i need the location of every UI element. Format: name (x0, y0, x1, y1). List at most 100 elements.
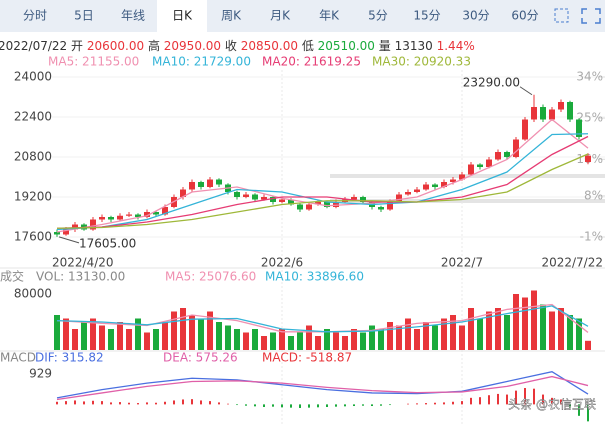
macd-bar (317, 404, 319, 408)
macd-line (56, 370, 589, 399)
tab[interactable]: 15分 (413, 9, 440, 23)
candle-body (117, 215, 123, 220)
macd-bar (218, 402, 220, 405)
macd-bar (137, 403, 139, 405)
volume-bar (54, 315, 60, 350)
candle-body (522, 119, 528, 140)
candle-body (450, 179, 456, 182)
macd-line (56, 375, 589, 401)
macd-bar (515, 390, 517, 405)
macd-bar (173, 400, 175, 405)
candle-body (144, 212, 150, 217)
volume-bar (162, 322, 168, 350)
candle-body (243, 194, 249, 197)
candle-body (270, 197, 276, 202)
macd-bar (416, 403, 418, 405)
y2-tick-label: 8% (584, 188, 603, 202)
y-tick-label: 19200 (14, 190, 52, 204)
volume-bar (306, 325, 312, 350)
tab[interactable]: 年K (319, 9, 340, 23)
icon-expand[interactable] (554, 8, 569, 23)
volume-bar (63, 318, 69, 350)
macd-bar (461, 401, 463, 405)
quote-date: 2022/07/22 (0, 39, 67, 53)
macd-bar (191, 399, 193, 405)
x-tick-label: 2022/7 (441, 256, 483, 270)
volume-bar (504, 315, 510, 350)
tab[interactable]: 5分 (368, 9, 388, 23)
volume-bar (189, 315, 195, 350)
volume-bar (513, 294, 519, 350)
tab[interactable]: 周K (221, 9, 242, 23)
tab[interactable]: 月K (270, 9, 291, 23)
volume-bar (72, 329, 78, 350)
vol-tick-label: 80000 (14, 287, 52, 301)
y2-tick-label: -1% (580, 230, 603, 244)
volume-bar (522, 297, 528, 350)
macd-tick-label: 929 (29, 367, 52, 381)
volume-bar (198, 318, 204, 350)
quote-value: 20510.00 (318, 39, 375, 53)
volume-bar (90, 318, 96, 350)
macd-bar (380, 404, 382, 406)
macd-bar (326, 404, 328, 407)
macd-bar (308, 404, 310, 408)
volume-bar (369, 325, 375, 350)
volume-bar (297, 332, 303, 350)
volume-bar (81, 322, 87, 350)
ma-legend: MA30: 20920.33 (372, 55, 471, 69)
ma-legend: MA20: 21619.25 (262, 55, 361, 69)
tab[interactable]: 年线 (121, 9, 145, 23)
volume-bar (567, 315, 573, 350)
volume-bar (153, 329, 159, 350)
macd-bar (281, 404, 283, 408)
volume-bar (288, 336, 294, 350)
macd-bar (146, 402, 148, 405)
volume-bar (108, 329, 114, 350)
volume-bar (414, 329, 420, 350)
quote-label: 高 (148, 38, 160, 53)
volume-bar (243, 332, 249, 350)
quote-value: 20950.00 (164, 39, 221, 53)
volume-bar (405, 318, 411, 350)
volume-bar (216, 322, 222, 350)
candle-body (189, 182, 195, 190)
y-tick-label: 24000 (14, 70, 52, 84)
candle-body (261, 197, 267, 200)
x-tick-label: 2022/4/20 (52, 256, 114, 270)
candle-body (207, 179, 213, 187)
volume-bar (279, 329, 285, 350)
macd-bar (452, 401, 454, 405)
tab-active-bg (157, 0, 207, 32)
macd-bar (506, 394, 508, 405)
macd-title: MACD (0, 351, 36, 365)
volume-bar (135, 318, 141, 350)
quote-line: 2022/07/22 开 20600.00 高 20950.00 收 20850… (0, 38, 475, 53)
ma-line (56, 133, 589, 231)
y-tick-label: 22400 (14, 110, 52, 124)
candle-body (216, 179, 222, 185)
tab[interactable]: 日K (172, 9, 193, 23)
macd-bar (164, 401, 166, 405)
candle-body (63, 229, 69, 235)
icon-fullscreen[interactable] (581, 8, 601, 24)
tab[interactable]: 分时 (23, 9, 47, 23)
macd-bar (254, 404, 256, 407)
high-label: 23290.00 (463, 75, 520, 89)
candle-body (126, 214, 132, 216)
tab[interactable]: 30分 (462, 9, 489, 23)
candle-body (540, 107, 546, 120)
candle-body (414, 189, 420, 192)
candle-body (180, 189, 186, 197)
candle-body (495, 152, 501, 160)
y-tick-label: 17600 (14, 230, 52, 244)
macd-bar (443, 402, 445, 405)
volume-bar (99, 325, 105, 350)
tab[interactable]: 5日 (74, 9, 94, 23)
vol-ma-legend: MA5: 25076.60 (165, 270, 256, 284)
tab[interactable]: 60分 (511, 9, 538, 23)
volume-bar (378, 329, 384, 350)
candle-body (441, 182, 447, 187)
candle-body (432, 184, 438, 187)
